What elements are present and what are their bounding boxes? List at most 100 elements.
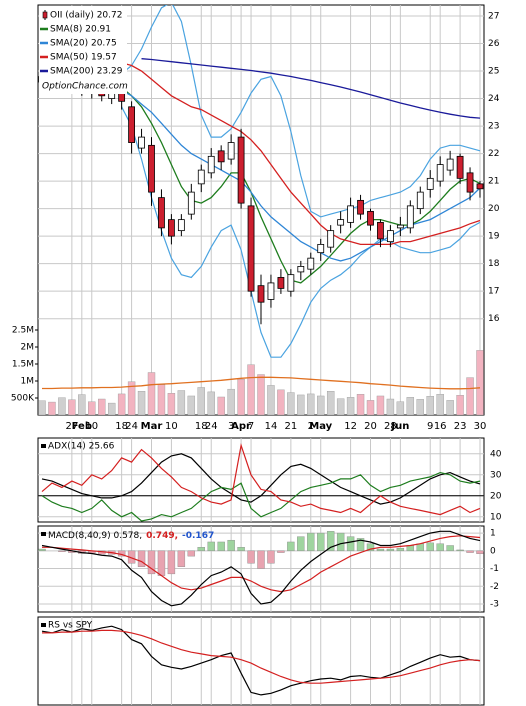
volume-bar [287,392,295,415]
histogram-bar [346,536,355,552]
volume-bar [466,377,474,415]
panel-title-icon [41,623,46,627]
candle-body [237,136,245,204]
candle-body [197,169,205,185]
candle-body [227,142,235,160]
legend-label: SMA(20) 20.75 [50,39,117,49]
y-tick-label: 18 [488,259,500,269]
panel-frame [37,616,485,706]
histogram-bar [456,549,464,552]
y-tick-label: 16 [488,314,500,324]
candle-body [277,277,285,289]
lower-band [121,106,481,358]
sma-line [111,84,481,284]
volume-bar [68,399,76,415]
histogram-bar [187,550,196,557]
volume-bar [366,400,375,415]
volume-bar [127,381,136,415]
volume-bar [107,402,116,415]
volume-bar [98,398,106,415]
y-tick-label: 17 [488,287,499,297]
histogram-bar [317,532,325,552]
histogram-bar [267,550,275,564]
candle-body [128,106,135,143]
y-tick-label: 25 [488,67,499,77]
histogram-bar [207,541,215,552]
candle-body [267,282,275,300]
candle-body [377,221,384,240]
x-tick-label: 10 [165,421,178,432]
panel-title-icon [41,444,46,448]
x-tick-label: Apr [231,421,251,432]
candle-body [476,183,484,190]
y-tick-label: 40 [490,449,502,459]
x-tick-label: Feb [72,421,92,432]
histogram-bar [307,532,315,552]
histogram-bar [476,550,484,554]
x-tick-label: 21 [284,421,297,432]
y-tick-label: 20 [490,491,502,501]
volume-bar [117,393,126,415]
candle-body [317,243,325,254]
candle-body [217,150,225,163]
y-tick-label: 2.5M [12,326,34,336]
title-part: MACD(8,40,9) 0.578, [48,531,142,541]
volume-bar [78,394,86,415]
histogram-bar [436,543,444,552]
legend-candle-icon [42,11,48,19]
x-tick-label: 24 [125,421,138,432]
volume-bar [386,398,395,415]
y-tick-label: 2M [21,343,35,353]
candle-body [367,210,374,226]
x-tick-label: 14 [265,421,278,432]
indicator-line [41,625,481,696]
panel-title: MACD(8,40,9) 0.578, 0.749, -0.167 [48,531,214,541]
x-tick-label: 24 [205,421,218,432]
legend-label: OII (daily) 20.72 [50,11,122,21]
y-tick-label: -2 [490,582,499,592]
volume-bar [227,388,235,415]
x-tick-label: Jun [390,421,409,432]
volume-bar [137,391,146,415]
volume-bar [147,372,156,415]
y-tick-label: 30 [490,470,502,480]
candle-body [406,205,414,229]
y-tick-label: 20 [488,204,500,214]
volume-bar [177,390,186,415]
volume-average-line [42,376,481,390]
sma-line [141,58,481,119]
title-part: 0.749, [146,531,178,541]
candle-body [396,224,404,229]
candle-body [207,155,215,174]
volume-bar [237,379,245,415]
x-tick-label: 18 [195,421,208,432]
candle-body [426,177,434,190]
volume-bar [187,395,196,415]
x-tick-label: 7 [248,421,254,432]
volume-bar [38,400,46,415]
volume-bar [257,374,265,415]
y-tick-label: 1 [490,529,496,539]
volume-bar [476,350,484,415]
legend-box [39,6,127,94]
y-tick-label: 23 [488,122,499,132]
y-tick-label: 0 [490,546,496,556]
volume-bar [247,364,255,415]
candle-body [327,230,335,248]
indicator-line [41,443,481,516]
y-tick-label: 10 [490,512,502,522]
candle-body [456,155,464,179]
histogram-bar [217,541,225,552]
candle-body [187,191,195,215]
legend-label: SMA(200) 23.29 [50,67,123,77]
histogram-bar [376,548,385,552]
volume-bar [197,387,205,415]
sma-line [121,89,481,262]
candle-body [257,285,265,303]
histogram-bar [297,536,305,552]
volume-bar [336,398,345,415]
y-tick-label: 27 [488,12,499,22]
histogram-bar [326,531,335,552]
histogram-bar [137,550,146,567]
histogram-bar [157,550,166,576]
